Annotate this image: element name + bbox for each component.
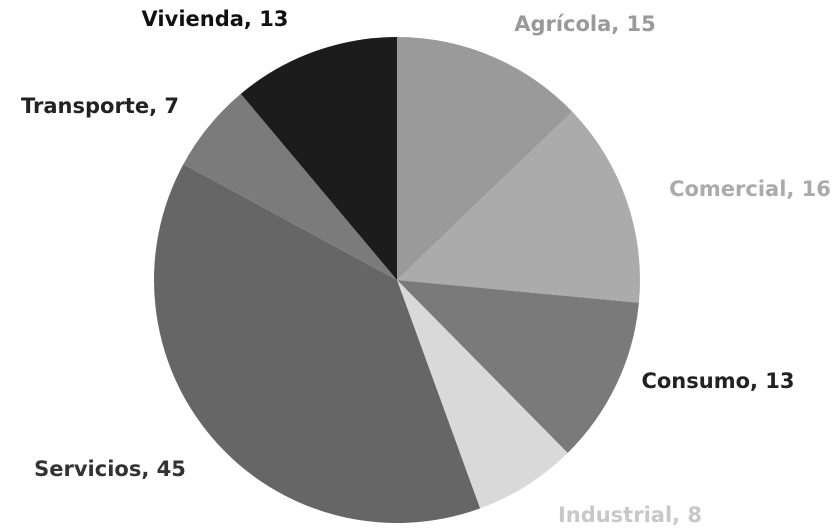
- pie-slice: [183, 93, 397, 281]
- data-label: Consumo, 13: [641, 369, 794, 393]
- data-label: Industrial, 8: [558, 503, 702, 527]
- data-label: Comercial, 16: [669, 177, 831, 201]
- data-label: Servicios, 45: [34, 457, 186, 481]
- pie-slice: [397, 111, 640, 303]
- pie-slice: [397, 280, 639, 453]
- data-label: Agrícola, 15: [514, 12, 656, 36]
- pie-slice: [154, 164, 481, 523]
- pie-slice: [397, 280, 568, 509]
- pie-slice: [397, 37, 573, 280]
- data-label: Transporte, 7: [21, 94, 179, 118]
- data-label: Vivienda, 13: [142, 7, 289, 31]
- pie-slice: [240, 37, 397, 280]
